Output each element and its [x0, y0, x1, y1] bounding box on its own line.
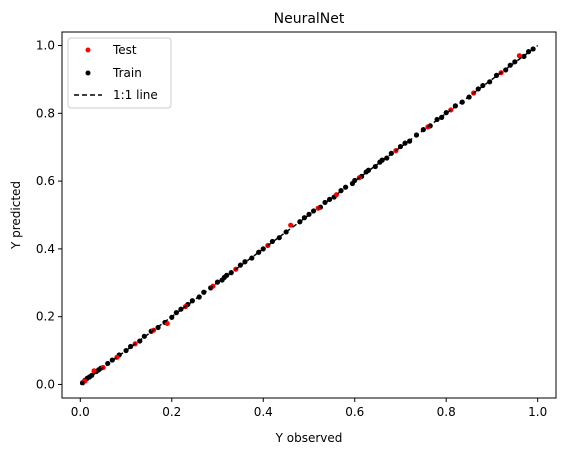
train-point	[475, 86, 481, 92]
test-point	[516, 53, 523, 59]
chart-title: NeuralNet	[274, 11, 345, 27]
train-point	[249, 255, 255, 261]
train-point	[397, 143, 404, 150]
train-point	[269, 238, 276, 245]
y-axis-label: Y predicted	[9, 181, 23, 250]
train-point	[384, 155, 390, 161]
x-tick-label: 1.0	[528, 405, 547, 419]
train-point	[301, 215, 308, 221]
data-points	[79, 46, 536, 386]
y-tick-label: 0.4	[36, 242, 55, 256]
legend-marker-test	[85, 47, 91, 53]
x-tick-label: 0.4	[254, 405, 273, 419]
plot-area-frame	[61, 31, 557, 399]
y-tick-label: 0.6	[36, 174, 55, 188]
y-tick-label: 0.0	[36, 377, 55, 391]
x-axis-ticks: 0.0 0.2 0.4 0.6 0.8 1.0	[71, 398, 547, 419]
x-tick-label: 0.8	[437, 405, 456, 419]
legend-frame	[67, 37, 172, 109]
legend-marker-train	[85, 70, 91, 76]
train-point	[365, 167, 372, 173]
y-tick-label: 0.8	[36, 106, 55, 120]
train-point	[487, 79, 493, 85]
y-tick-label: 0.2	[36, 310, 55, 324]
train-point	[173, 310, 179, 316]
test-point	[288, 222, 294, 228]
legend-label-test: Test	[112, 43, 137, 57]
y-axis-ticks: 0.0 0.2 0.4 0.6 0.8 1.0	[36, 39, 62, 391]
legend-label-line: 1:1 line	[113, 88, 158, 102]
legend: Test Train 1:1 line	[67, 37, 172, 109]
test-point	[164, 320, 170, 327]
train-point	[443, 110, 449, 116]
one-to-one-line	[79, 44, 539, 386]
train-point	[507, 62, 513, 68]
x-tick-label: 0.2	[162, 405, 181, 419]
train-point	[237, 262, 243, 268]
train-point	[128, 343, 134, 350]
legend-label-train: Train	[112, 66, 142, 80]
test-point	[91, 368, 97, 374]
x-axis-label: Y observed	[275, 431, 343, 445]
x-tick-label: 0.6	[345, 405, 364, 419]
one-to-one-line-group	[79, 44, 539, 386]
y-tick-label: 1.0	[36, 39, 55, 53]
x-tick-label: 0.0	[71, 405, 90, 419]
